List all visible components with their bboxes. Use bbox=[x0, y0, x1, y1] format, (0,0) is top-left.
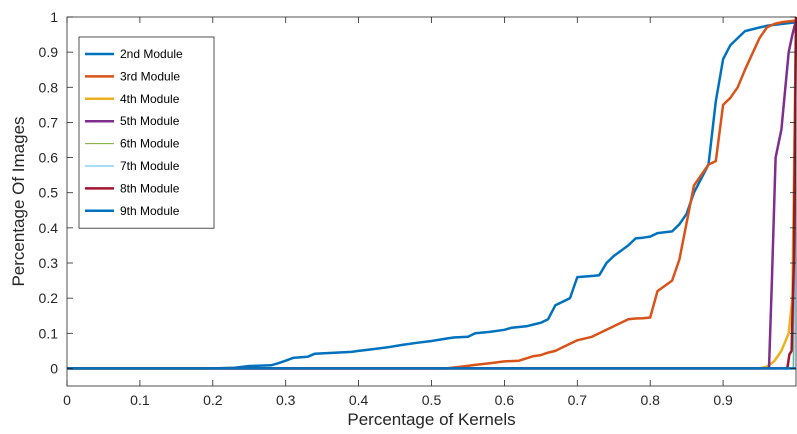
legend-label: 7th Module bbox=[120, 159, 180, 173]
y-tick-label: 0.7 bbox=[39, 114, 59, 130]
y-tick-label: 0.6 bbox=[39, 150, 59, 166]
legend-label: 3rd Module bbox=[120, 69, 180, 83]
legend-label: 4th Module bbox=[120, 92, 180, 106]
legend-label: 8th Module bbox=[120, 181, 180, 195]
y-tick-label: 0.2 bbox=[39, 290, 59, 306]
y-tick-label: 0.9 bbox=[39, 44, 59, 60]
x-tick-label: 0.7 bbox=[568, 392, 588, 408]
series-line-3 bbox=[67, 19, 797, 370]
y-tick-label: 0.4 bbox=[39, 220, 59, 236]
x-tick-label: 0.5 bbox=[422, 392, 442, 408]
x-tick-label: 0 bbox=[63, 392, 71, 408]
series-line-5 bbox=[67, 20, 797, 370]
x-tick-label: 0.1 bbox=[130, 392, 150, 408]
legend-box bbox=[78, 36, 215, 229]
legend-label: 9th Module bbox=[120, 204, 180, 218]
x-tick-label: 0.3 bbox=[276, 392, 296, 408]
y-tick-label: 0.5 bbox=[39, 185, 59, 201]
x-tick-label: 0.6 bbox=[495, 392, 515, 408]
legend-label: 5th Module bbox=[120, 114, 180, 128]
legend: 2nd Module 3rd Module 4th Module 5th Module… bbox=[78, 36, 215, 229]
y-tick-label: 0.8 bbox=[39, 79, 59, 95]
x-tick-label: 0.8 bbox=[640, 392, 660, 408]
y-tick-label: 1 bbox=[50, 9, 58, 25]
y-tick-label: 0.1 bbox=[39, 325, 59, 341]
y-tick-label: 0 bbox=[50, 360, 58, 376]
y-axis-label: Percentage Of Images bbox=[9, 116, 28, 286]
x-tick-label: 0.2 bbox=[203, 392, 223, 408]
y-tick-label: 0.3 bbox=[39, 255, 59, 271]
x-tick-label: 0.4 bbox=[349, 392, 369, 408]
ticks: 0 0.1 0.2 0.3 0.4 0.5 0.6 0.7 0.8 0.9 0 0.1 0.2 0.3 0.… bbox=[39, 9, 796, 408]
legend-label: 2nd Module bbox=[120, 47, 183, 61]
x-tick-label: 0.9 bbox=[713, 392, 733, 408]
legend-label: 6th Module bbox=[120, 137, 180, 151]
x-axis-label: Percentage of Kernels bbox=[347, 410, 515, 429]
